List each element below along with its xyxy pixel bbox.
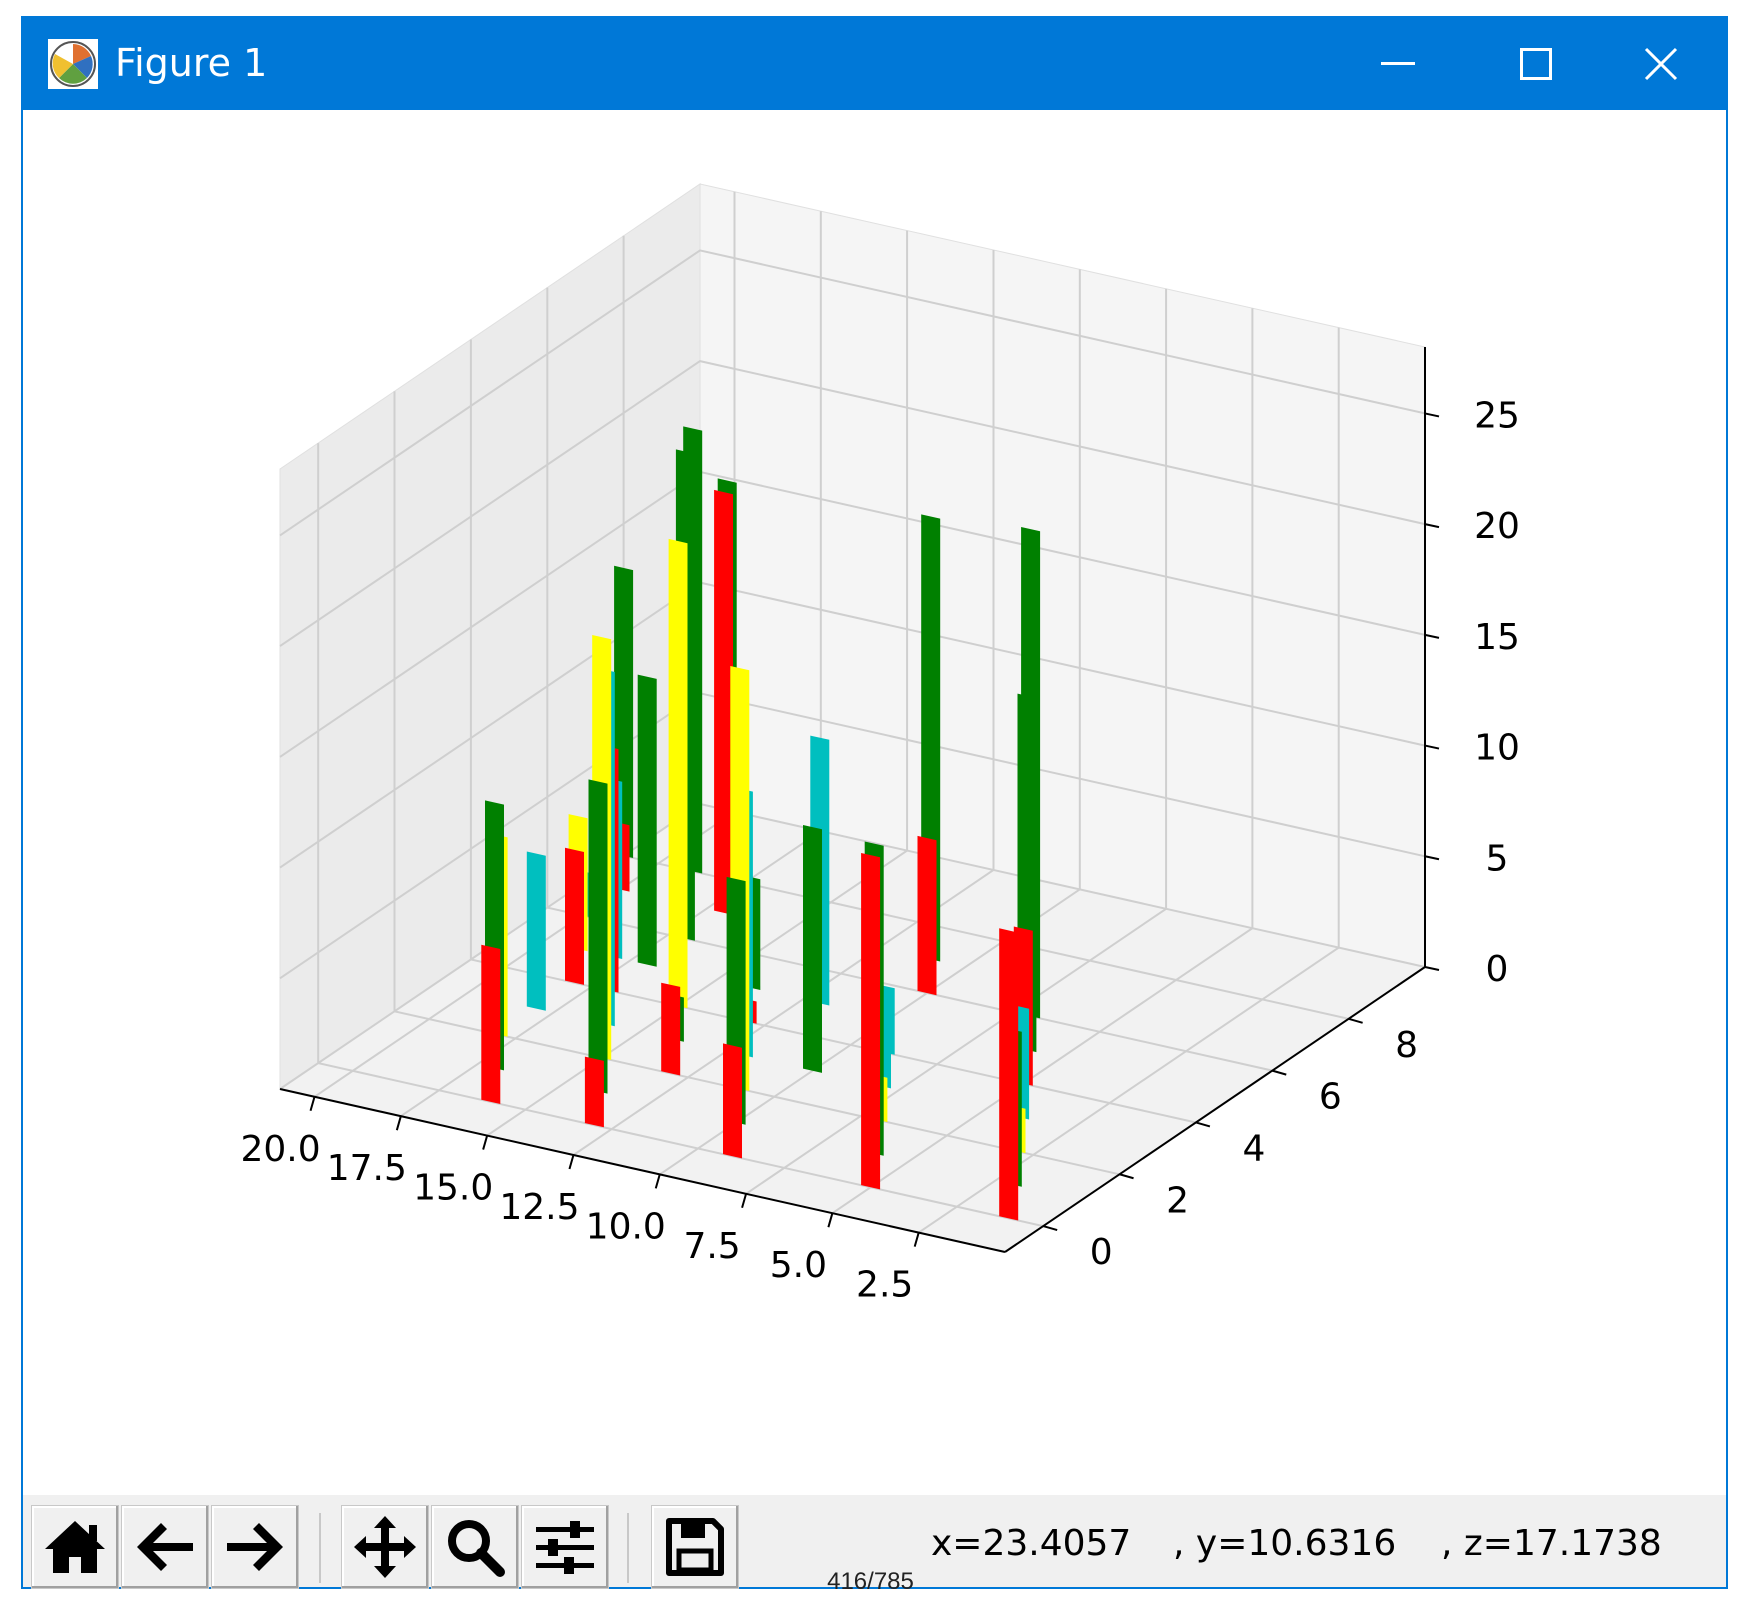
minimize-icon bbox=[1381, 62, 1415, 65]
bar-red bbox=[999, 928, 1019, 1221]
x-tick-label: 20.0 bbox=[240, 1129, 320, 1170]
pan-button[interactable] bbox=[341, 1505, 429, 1589]
y-tick-label: 4 bbox=[1242, 1128, 1265, 1169]
configure-subplots-button[interactable] bbox=[521, 1505, 609, 1589]
minimize-button[interactable] bbox=[1328, 18, 1468, 110]
z-tick-mark bbox=[1424, 855, 1440, 861]
y-tick-mark bbox=[1119, 1173, 1134, 1180]
page-counter: 416/785 bbox=[827, 1568, 914, 1595]
cursor-x-readout: x=23.4057 bbox=[931, 1523, 1132, 1564]
home-icon bbox=[45, 1521, 105, 1573]
cursor-y-readout: , y=10.6316 bbox=[1173, 1523, 1397, 1564]
y-tick-label: 8 bbox=[1395, 1025, 1418, 1066]
home-button[interactable] bbox=[31, 1505, 119, 1589]
x-tick-mark bbox=[913, 1232, 920, 1247]
maximize-button[interactable] bbox=[1466, 18, 1606, 110]
x-tick-mark bbox=[741, 1193, 748, 1209]
x-tick-mark bbox=[395, 1115, 402, 1131]
arrow-right-icon bbox=[227, 1523, 283, 1571]
x-tick-mark bbox=[827, 1212, 834, 1228]
cursor-z-readout: , z=17.1738 bbox=[1441, 1523, 1662, 1564]
bar-red bbox=[917, 835, 937, 996]
z-tick-label: 5 bbox=[1486, 838, 1509, 879]
z-tick-mark bbox=[1424, 412, 1440, 418]
title-bar[interactable]: Figure 1 bbox=[23, 18, 1726, 110]
z-tick-label: 15 bbox=[1474, 617, 1520, 658]
x-tick-label: 10.0 bbox=[586, 1206, 666, 1247]
floppy-disk-icon bbox=[666, 1518, 724, 1576]
bar-red bbox=[714, 489, 733, 915]
x-tick-label: 12.5 bbox=[499, 1187, 579, 1228]
magnifier-icon bbox=[448, 1520, 505, 1577]
z-tick-label: 0 bbox=[1486, 949, 1509, 990]
y-tick-label: 2 bbox=[1166, 1180, 1189, 1221]
move-icon bbox=[354, 1516, 416, 1578]
navigation-toolbar: x=23.4057 , y=10.6316 , z=17.1738 bbox=[23, 1495, 1726, 1589]
bar-red bbox=[723, 1043, 742, 1159]
bar-yellow bbox=[668, 538, 688, 1009]
save-button[interactable] bbox=[651, 1505, 739, 1589]
matplotlib-logo-icon bbox=[48, 39, 98, 89]
z-tick-label: 10 bbox=[1474, 728, 1520, 769]
bar-red bbox=[584, 1056, 604, 1128]
x-tick-label: 17.5 bbox=[327, 1148, 407, 1189]
arrow-left-icon bbox=[137, 1523, 193, 1571]
x-tick-mark bbox=[654, 1174, 661, 1189]
bar-red bbox=[661, 982, 681, 1076]
sliders-icon bbox=[536, 1521, 594, 1574]
z-tick-mark bbox=[1424, 633, 1440, 639]
maximize-icon bbox=[1520, 48, 1552, 80]
toolbar-separator bbox=[627, 1513, 629, 1583]
y-tick-label: 0 bbox=[1090, 1232, 1113, 1273]
3d-bar-chart[interactable]: 2.5 5.0 7.5 10.012.515.017.520.0 0 2 4 6 8 0 5 10 15… bbox=[23, 110, 1726, 1495]
gridline-z bbox=[279, 249, 1426, 537]
y-tick-mark bbox=[1042, 1225, 1058, 1232]
z-tick-label: 25 bbox=[1474, 395, 1520, 436]
figure-window: Figure 1 2.5 5.0 7.5 10.0 12.5 15.0 17.5 20.0 0 2… bbox=[21, 16, 1728, 1589]
z-tick-mark bbox=[1424, 966, 1440, 971]
window-title: Figure 1 bbox=[115, 41, 268, 85]
x-tick-mark bbox=[568, 1154, 575, 1170]
bar-red bbox=[481, 944, 501, 1104]
gridline-z bbox=[279, 360, 1426, 647]
close-icon bbox=[1644, 47, 1678, 81]
x-tick-label: 5.0 bbox=[770, 1245, 827, 1286]
figure-canvas[interactable]: 2.5 5.0 7.5 10.0 12.5 15.0 17.5 20.0 0 2 4 6 8 0 5 10 15… bbox=[23, 110, 1726, 1495]
y-tick-mark bbox=[1195, 1121, 1211, 1128]
x-tick-mark bbox=[482, 1135, 489, 1150]
z-tick-mark bbox=[1424, 744, 1440, 750]
zoom-button[interactable] bbox=[431, 1505, 519, 1589]
z-tick-label: 20 bbox=[1474, 506, 1520, 547]
back-button[interactable] bbox=[121, 1505, 209, 1589]
y-tick-label: 6 bbox=[1319, 1077, 1342, 1118]
x-tick-mark bbox=[309, 1096, 316, 1112]
bar-green bbox=[637, 674, 657, 967]
x-tick-label: 15.0 bbox=[413, 1168, 493, 1209]
x-tick-label: 7.5 bbox=[683, 1226, 740, 1267]
bar-green bbox=[588, 779, 608, 1094]
y-axis-line bbox=[1004, 966, 1426, 1253]
bar-cyan bbox=[526, 851, 546, 1011]
x-axis-line bbox=[279, 1088, 1006, 1253]
bar-green bbox=[803, 825, 822, 1073]
z-tick-mark bbox=[1424, 523, 1440, 529]
bar-red bbox=[565, 847, 584, 985]
forward-button[interactable] bbox=[211, 1505, 299, 1589]
y-tick-mark bbox=[1271, 1069, 1287, 1076]
y-tick-mark bbox=[1348, 1017, 1363, 1024]
close-button[interactable] bbox=[1596, 18, 1726, 110]
bar-red bbox=[861, 853, 881, 1190]
x-tick-label: 2.5 bbox=[856, 1265, 913, 1306]
toolbar-separator bbox=[319, 1513, 321, 1583]
